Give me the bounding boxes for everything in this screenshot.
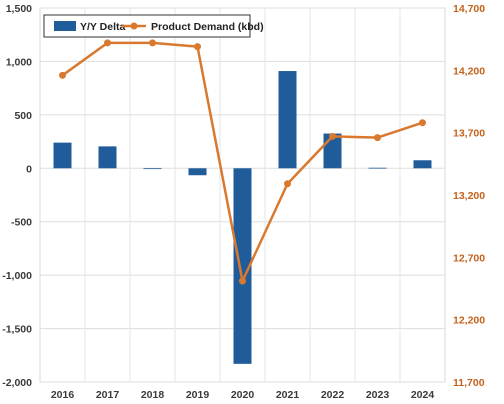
left-tick-label: 1,000 <box>6 56 32 68</box>
x-tick-label: 2021 <box>276 389 300 401</box>
line-point <box>284 180 291 188</box>
x-axis: 2016 2017 2018 2019 2020 2021 2022 2023 2024 <box>51 389 435 401</box>
x-tick-label: 2017 <box>96 389 120 401</box>
left-tick-label: 500 <box>14 110 32 122</box>
x-tick-label: 2024 <box>411 389 435 401</box>
left-tick-label: -1,500 <box>2 324 32 336</box>
left-tick-label: -2,000 <box>2 377 32 389</box>
legend-swatch-marker <box>130 22 138 30</box>
bar-series <box>53 71 432 364</box>
right-tick-label: 12,200 <box>453 315 485 327</box>
bar <box>368 167 387 169</box>
line-point <box>419 119 426 127</box>
line-point <box>104 39 111 47</box>
x-tick-label: 2018 <box>141 389 165 401</box>
line-point <box>374 134 381 142</box>
line-point <box>329 132 336 140</box>
bar <box>188 168 207 176</box>
x-tick-label: 2016 <box>51 389 75 401</box>
x-tick-label: 2022 <box>321 389 345 401</box>
bar <box>413 160 432 169</box>
left-tick-label: -1,000 <box>2 270 32 282</box>
right-tick-label: 14,700 <box>453 3 485 15</box>
line-point <box>59 71 66 79</box>
line-series <box>59 39 426 285</box>
left-tick-label: 1,500 <box>6 3 32 15</box>
line-point <box>239 277 246 285</box>
left-tick-label: -500 <box>11 217 32 229</box>
x-tick-label: 2023 <box>366 389 390 401</box>
right-tick-label: 14,200 <box>453 65 485 77</box>
x-tick-label: 2019 <box>186 389 210 401</box>
right-tick-label: 11,700 <box>453 377 485 389</box>
right-tick-label: 12,700 <box>453 252 485 264</box>
legend-label-line: Product Demand (kbd) <box>151 21 264 33</box>
bar <box>143 168 162 170</box>
bar <box>233 168 252 364</box>
left-tick-label: 0 <box>26 163 32 175</box>
bar <box>53 142 72 169</box>
legend-box <box>43 14 251 38</box>
x-tick-label: 2020 <box>231 389 255 401</box>
line-point <box>194 43 201 51</box>
right-tick-label: 13,700 <box>453 128 485 140</box>
right-tick-label: 13,200 <box>453 190 485 202</box>
legend-swatch-bar <box>54 21 76 31</box>
line-point <box>149 39 156 47</box>
bar <box>98 146 117 169</box>
left-axis: 1,500 1,000 500 0 -500 -1,000 -1,500 -2,000 <box>2 3 32 389</box>
legend: Y/Y Delta Product Demand (kbd) <box>43 14 264 38</box>
right-axis: 14,700 14,200 13,700 13,200 12,700 12,200 11,7… <box>453 3 485 389</box>
bar <box>278 71 297 169</box>
legend-label-bar: Y/Y Delta <box>80 21 125 33</box>
